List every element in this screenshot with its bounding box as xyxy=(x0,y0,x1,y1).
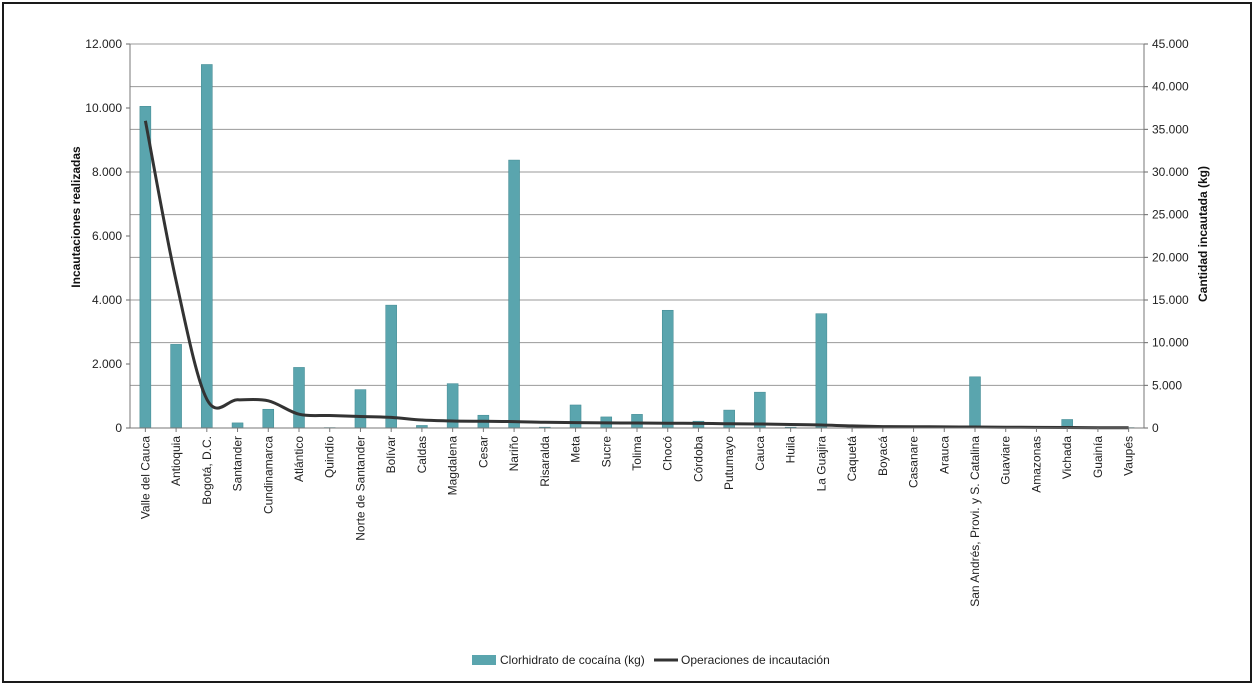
x-tick-label: Sucre xyxy=(599,436,613,468)
x-tick-label: Meta xyxy=(569,436,583,463)
y-tick-label: 8.000 xyxy=(92,165,122,179)
y2-tick-label: 40.000 xyxy=(1152,80,1189,94)
x-tick-label: Guainía xyxy=(1091,436,1105,478)
x-tick-label: Norte de Santander xyxy=(354,436,368,541)
legend-label-bar: Clorhidrato de cocaína (kg) xyxy=(500,653,645,667)
y2-tick-label: 5.000 xyxy=(1152,378,1182,392)
x-tick-label: Antioquia xyxy=(169,436,183,486)
x-tick-label: Risaralda xyxy=(538,436,552,487)
bar xyxy=(661,309,674,429)
y2-tick-label: 30.000 xyxy=(1152,165,1189,179)
x-tick-label: Santander xyxy=(231,436,245,491)
bar xyxy=(139,106,152,429)
y2-tick-label: 0 xyxy=(1152,421,1159,435)
x-tick-label: Tolima xyxy=(630,436,644,471)
bar xyxy=(631,414,643,429)
x-tick-label: Arauca xyxy=(937,436,951,474)
y-tick-label: 6.000 xyxy=(92,229,122,243)
x-tick-label: Chocó xyxy=(661,436,675,471)
x-tick-label: Casanare xyxy=(907,436,921,488)
legend-swatch-bar xyxy=(472,655,496,665)
y-tick-label: 12.000 xyxy=(85,37,122,51)
bar xyxy=(231,422,244,429)
x-tick-label: Córdoba xyxy=(692,436,706,482)
x-tick-label: Bolívar xyxy=(384,436,398,473)
x-tick-label: Putumayo xyxy=(722,436,736,490)
x-tick-label: Vichada xyxy=(1060,436,1074,479)
line-series-path xyxy=(143,120,1129,430)
y-tick-label: 2.000 xyxy=(92,357,122,371)
bar-series xyxy=(139,64,1135,429)
legend: Clorhidrato de cocaína (kg) Operaciones … xyxy=(472,653,830,667)
legend-label-line: Operaciones de incautación xyxy=(681,653,830,667)
x-tick-label: Cesar xyxy=(476,436,490,468)
axes: 0 5.000 10.000 15.000 20.000 25.000 30.000 35.0… xyxy=(85,37,1189,607)
bar xyxy=(170,344,182,429)
bar xyxy=(815,313,828,429)
x-tick-label: Cundinamarca xyxy=(261,436,275,514)
bar xyxy=(569,404,582,429)
gridlines xyxy=(130,43,1144,386)
x-tick-label: Amazonas xyxy=(1030,436,1044,493)
x-tick-label: Atlántico xyxy=(292,436,306,482)
y2-tick-label: 25.000 xyxy=(1152,208,1189,222)
x-tick-label: Vaupés xyxy=(1122,436,1136,476)
y-axis-title: Incautaciones realizadas xyxy=(69,146,83,288)
y2-tick-label: 15.000 xyxy=(1152,293,1189,307)
bar xyxy=(262,408,275,429)
x-tick-label: Cauca xyxy=(753,436,767,471)
bar xyxy=(385,304,397,429)
y-tick-label: 0 xyxy=(115,421,122,435)
y2-tick-label: 35.000 xyxy=(1152,122,1189,136)
line-series xyxy=(143,120,1129,430)
y2-tick-label: 20.000 xyxy=(1152,250,1189,264)
chart: 0 5.000 10.000 15.000 20.000 25.000 30.000 35.0… xyxy=(69,37,1210,667)
x-tick-label: Caldas xyxy=(415,436,429,473)
x-tick-label: Nariño xyxy=(507,436,521,472)
y2-axis-title: Cantidad incautada (kg) xyxy=(1196,166,1210,302)
y-tick-label: 10.000 xyxy=(85,101,122,115)
y2-tick-label: 10.000 xyxy=(1152,336,1189,350)
bar xyxy=(723,409,735,429)
x-tick-label: Magdalena xyxy=(446,436,460,496)
bar xyxy=(293,367,305,429)
bar xyxy=(969,376,981,429)
x-tick-label: Bogotá, D.C. xyxy=(200,436,214,505)
x-tick-label: La Guajira xyxy=(814,436,828,492)
x-tick-label: Guaviare xyxy=(999,436,1013,485)
x-tick-label: San Andrés, Provi. y S. Catalina xyxy=(968,436,982,607)
bar xyxy=(201,64,213,429)
bar xyxy=(508,159,520,429)
bar xyxy=(354,389,367,429)
y-tick-label: 4.000 xyxy=(92,293,122,307)
x-tick-label: Huila xyxy=(784,436,798,464)
y2-tick-label: 45.000 xyxy=(1152,37,1189,51)
x-tick-label: Boyacá xyxy=(876,436,890,476)
x-tick-label: Caquetá xyxy=(845,436,859,482)
x-tick-label: Quindío xyxy=(323,436,337,478)
x-tick-label: Valle del Cauca xyxy=(138,436,152,519)
